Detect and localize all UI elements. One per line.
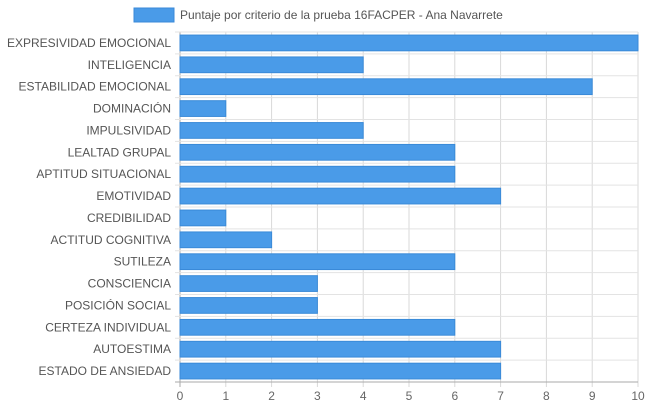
bar[interactable] xyxy=(179,56,364,74)
category-label: DOMINACIÓN xyxy=(93,101,171,116)
legend-label: Puntaje por criterio de la prueba 16FACP… xyxy=(180,8,503,22)
x-tick-label: 1 xyxy=(222,389,229,403)
category-label: LEALTAD GRUPAL xyxy=(68,145,172,159)
category-label: POSICIÓN SOCIAL xyxy=(65,297,171,312)
category-label: SUTILEZA xyxy=(114,255,171,269)
category-label: INTELIGENCIA xyxy=(88,58,171,72)
x-tick-label: 5 xyxy=(406,389,413,403)
x-tick-label: 10 xyxy=(631,389,645,403)
bar[interactable] xyxy=(179,165,456,183)
x-tick-label: 8 xyxy=(543,389,550,403)
bar[interactable] xyxy=(179,187,502,205)
y-axis-labels: EXPRESIVIDAD EMOCIONAL INTELIGENCIA ESTABI… xyxy=(7,36,171,378)
category-label: CERTEZA INDIVIDUAL xyxy=(45,320,171,334)
category-label: AUTOESTIMA xyxy=(93,342,171,356)
x-tick-label: 0 xyxy=(177,389,184,403)
x-tick-label: 2 xyxy=(268,389,275,403)
bar[interactable] xyxy=(179,100,227,117)
category-label: EXPRESIVIDAD EMOCIONAL xyxy=(7,36,171,50)
category-label: CREDIBILIDAD xyxy=(87,211,171,225)
bar[interactable] xyxy=(179,362,502,380)
bar[interactable] xyxy=(179,209,227,227)
bar[interactable] xyxy=(179,318,456,336)
bar[interactable] xyxy=(179,275,318,292)
x-tick-label: 7 xyxy=(497,389,504,403)
x-axis-ticks: 0 1 2 3 4 5 6 7 8 9 10 xyxy=(177,389,645,403)
category-label: APTITUD SITUACIONAL xyxy=(36,167,171,181)
category-label: ESTADO DE ANSIEDAD xyxy=(39,364,172,378)
bar[interactable] xyxy=(179,78,593,96)
x-tick-label: 6 xyxy=(451,389,458,403)
bar[interactable] xyxy=(179,297,318,314)
bar[interactable] xyxy=(179,34,639,52)
bar[interactable] xyxy=(179,231,273,249)
legend[interactable]: Puntaje por criterio de la prueba 16FACP… xyxy=(133,7,503,23)
category-label: ESTABILIDAD EMOCIONAL xyxy=(19,80,172,94)
bars xyxy=(179,34,639,380)
bar[interactable] xyxy=(179,122,364,139)
x-tick-label: 9 xyxy=(589,389,596,403)
category-label: IMPULSIVIDAD xyxy=(86,123,171,137)
category-label: ACTITUD COGNITIVA xyxy=(51,233,171,247)
legend-swatch xyxy=(133,7,175,23)
category-label: EMOTIVIDAD xyxy=(96,189,171,203)
bar[interactable] xyxy=(179,253,456,271)
bar[interactable] xyxy=(179,340,502,358)
x-tick-label: 3 xyxy=(314,389,321,403)
x-tick-label: 4 xyxy=(360,389,367,403)
bar[interactable] xyxy=(179,143,456,161)
category-label: CONSCIENCIA xyxy=(88,277,171,291)
